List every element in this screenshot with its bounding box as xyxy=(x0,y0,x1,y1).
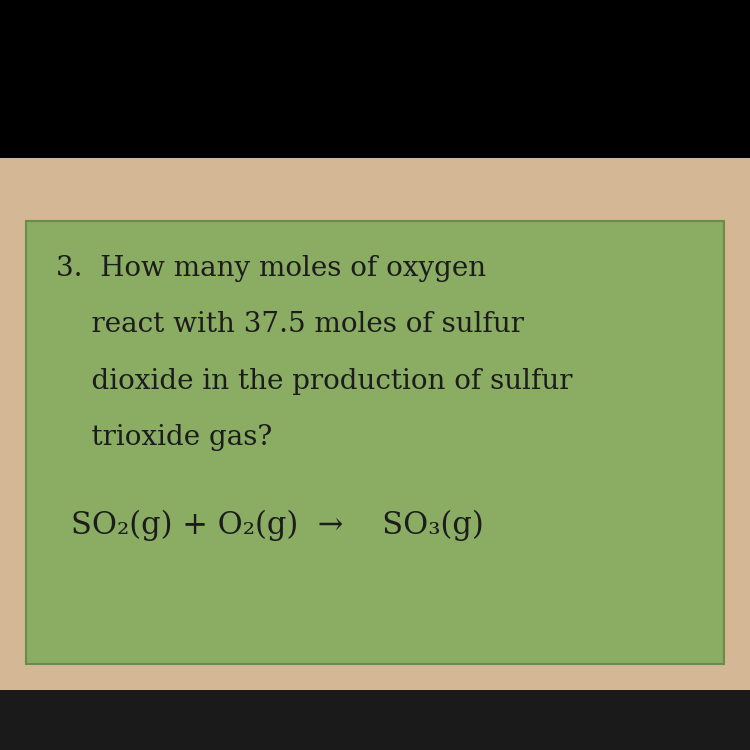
Bar xyxy=(26,221,724,664)
Bar xyxy=(0,158,750,698)
Text: trioxide gas?: trioxide gas? xyxy=(56,424,272,451)
Text: dioxide in the production of sulfur: dioxide in the production of sulfur xyxy=(56,368,573,394)
Text: SO₂(g) + O₂(g)  →    SO₃(g): SO₂(g) + O₂(g) → SO₃(g) xyxy=(71,510,484,542)
Bar xyxy=(0,690,750,750)
Text: 3.  How many moles of oxygen: 3. How many moles of oxygen xyxy=(56,255,486,282)
Text: react with 37.5 moles of sulfur: react with 37.5 moles of sulfur xyxy=(56,311,524,338)
